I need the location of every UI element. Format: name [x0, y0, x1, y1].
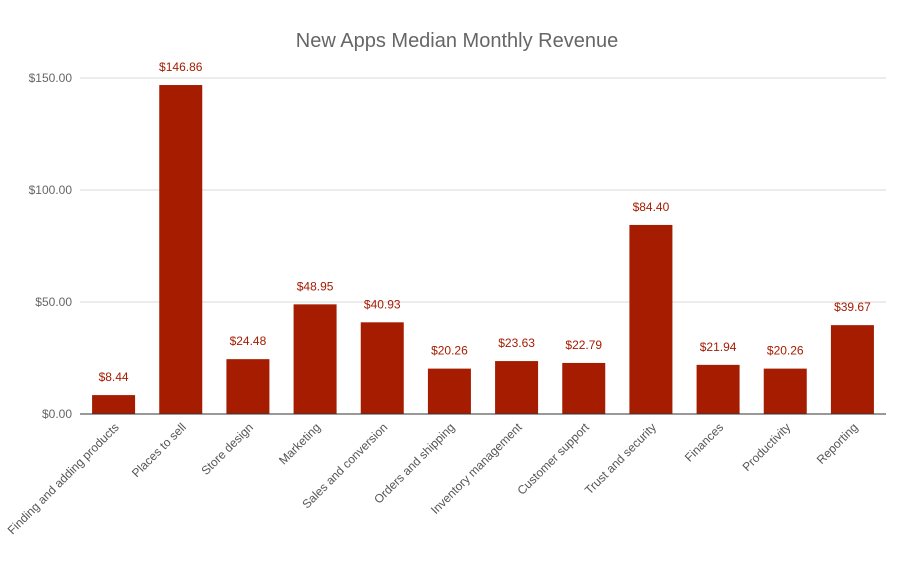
- bar: [562, 362, 606, 414]
- x-tick-label: Trust and security: [582, 420, 659, 497]
- x-tick-label: Marketing: [276, 420, 323, 467]
- x-tick-label: Reporting: [814, 420, 861, 467]
- data-label: $40.93: [364, 297, 401, 311]
- bar: [92, 395, 136, 414]
- data-label: $23.63: [498, 336, 535, 350]
- y-tick-label: $0.00: [42, 407, 72, 421]
- data-label: $39.67: [834, 300, 871, 314]
- y-tick-label: $50.00: [35, 295, 72, 309]
- bar: [495, 361, 539, 414]
- bar: [629, 224, 673, 414]
- x-tick-label: Productivity: [740, 420, 794, 474]
- bar: [293, 304, 337, 414]
- x-tick-label: Finances: [682, 420, 726, 464]
- chart-title: New Apps Median Monthly Revenue: [296, 30, 618, 52]
- bar: [159, 85, 203, 414]
- data-label: $84.40: [633, 200, 670, 214]
- y-tick-label: $100.00: [29, 183, 73, 197]
- bar: [763, 368, 807, 414]
- bar: [696, 364, 740, 414]
- bar: [830, 325, 874, 414]
- x-tick-label: Store design: [198, 420, 256, 478]
- data-label: $20.26: [431, 344, 468, 358]
- x-tick-label: Finding and adding products: [5, 420, 122, 537]
- bar: [427, 368, 471, 414]
- x-tick-label: Places to sell: [129, 420, 189, 480]
- data-label: $21.94: [700, 340, 737, 354]
- data-label: $22.79: [565, 338, 602, 352]
- bar: [360, 322, 404, 414]
- y-tick-label: $150.00: [29, 71, 73, 85]
- data-label: $24.48: [230, 334, 267, 348]
- data-label: $8.44: [99, 370, 129, 384]
- bar: [226, 359, 270, 414]
- data-label: $20.26: [767, 344, 804, 358]
- data-label: $48.95: [297, 279, 334, 293]
- data-label: $146.86: [159, 60, 203, 74]
- x-tick-label: Customer support: [515, 420, 593, 498]
